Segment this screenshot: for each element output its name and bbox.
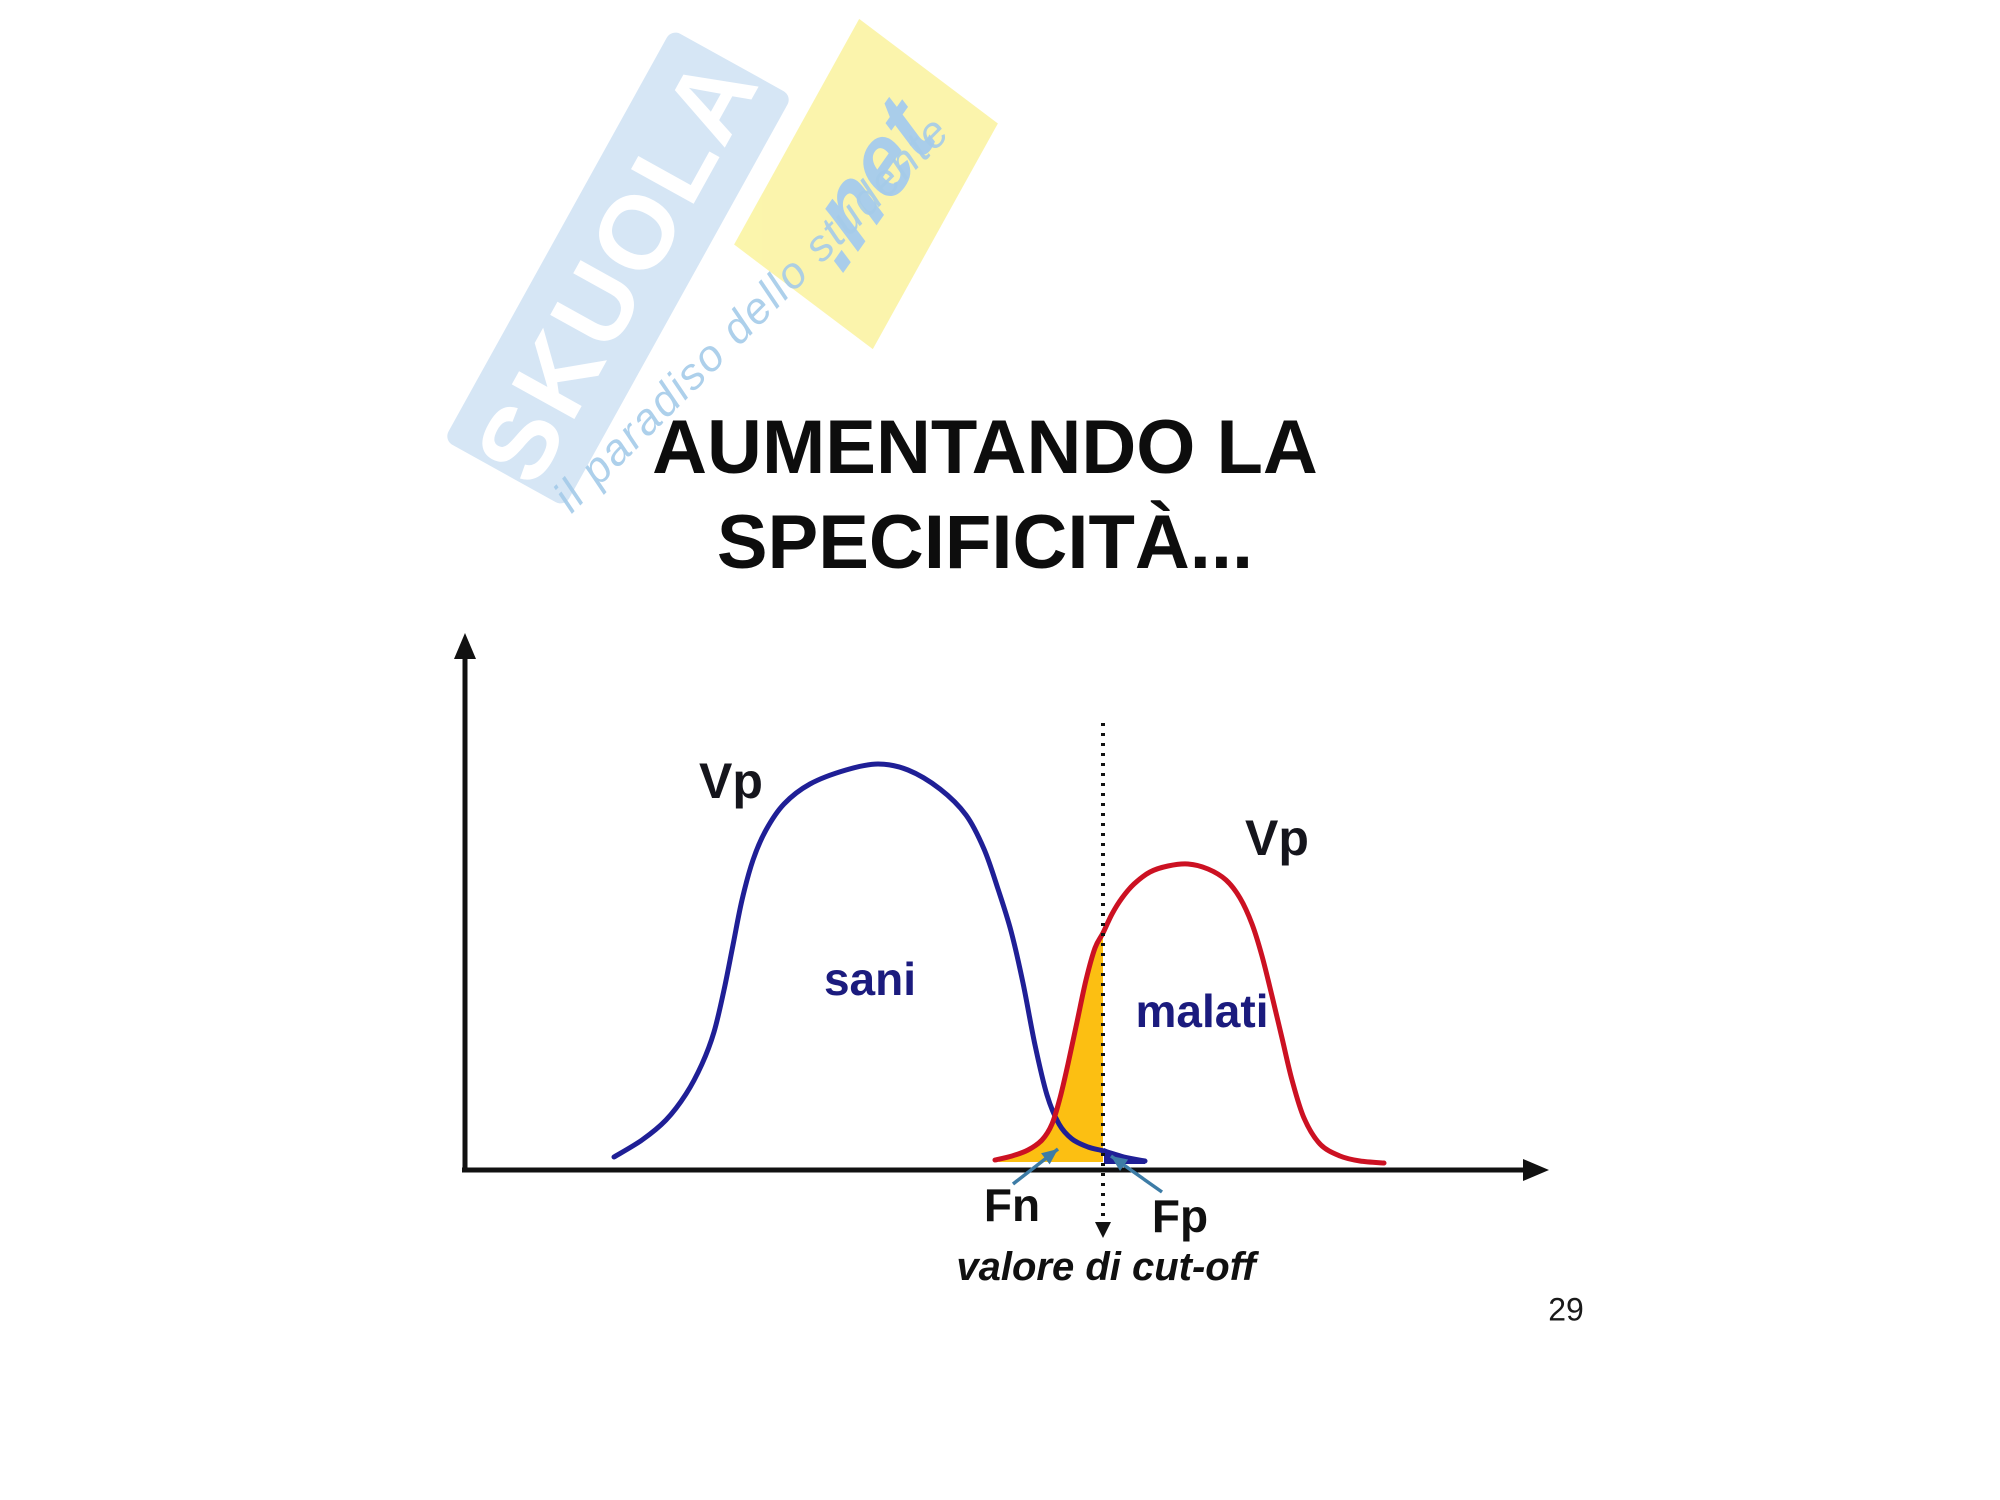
vp-label-sani: Vp (699, 753, 763, 809)
vp-label-malati: Vp (1245, 810, 1309, 866)
cutoff-arrowhead (1095, 1222, 1111, 1238)
y-axis-arrowhead (454, 633, 476, 659)
malati-label: malati (1135, 985, 1269, 1037)
cutoff-label: valore di cut-off (956, 1245, 1256, 1289)
slide-title: AUMENTANDO LA SPECIFICITÀ... (435, 400, 1535, 590)
slide-title-line-1: AUMENTANDO LA (652, 405, 1318, 490)
sani-curve (611, 761, 1148, 1164)
fn-label: Fn (983, 1179, 1041, 1231)
slide-title-line-2: SPECIFICITÀ... (716, 500, 1254, 585)
page-number: 29 (1548, 1291, 1584, 1328)
fp-arrowhead (1111, 1156, 1129, 1171)
sani-label: sani (823, 953, 917, 1005)
fn-area (997, 933, 1103, 1162)
fn-arrowhead (1041, 1149, 1058, 1165)
x-axis-arrowhead (1523, 1159, 1549, 1181)
fp-label: Fp (1151, 1190, 1209, 1242)
malati-curve (992, 861, 1387, 1166)
